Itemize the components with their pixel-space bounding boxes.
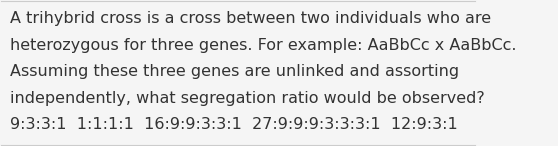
Text: heterozygous for three genes. For example: AaBbCc x AaBbCc.: heterozygous for three genes. For exampl… [10,38,516,53]
Text: Assuming these three genes are unlinked and assorting: Assuming these three genes are unlinked … [10,64,459,79]
Text: A trihybrid cross is a cross between two individuals who are: A trihybrid cross is a cross between two… [10,11,491,26]
Text: independently, what segregation ratio would be observed?: independently, what segregation ratio wo… [10,91,485,106]
Text: 9:3:3:1  1:1:1:1  16:9:9:3:3:1  27:9:9:9:3:3:3:1  12:9:3:1: 9:3:3:1 1:1:1:1 16:9:9:3:3:1 27:9:9:9:3:… [10,117,458,132]
